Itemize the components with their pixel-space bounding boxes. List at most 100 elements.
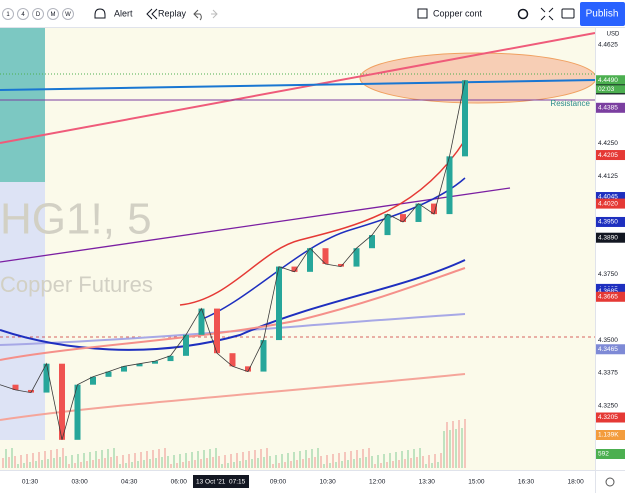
- price-line: [0, 80, 466, 440]
- price-label: 4.4250: [598, 140, 618, 147]
- time-label: 04:30: [121, 479, 138, 486]
- volume-bar: [146, 451, 148, 468]
- currency[interactable]: USD: [607, 32, 620, 38]
- volume-bar: [353, 459, 355, 468]
- interval-button[interactable]: 1: [6, 12, 10, 18]
- undo-button[interactable]: [193, 9, 202, 21]
- volume-bar: [164, 448, 166, 468]
- volume-bar: [296, 460, 298, 468]
- volume-bar: [20, 455, 22, 468]
- candle: [229, 353, 236, 367]
- volume-bar: [41, 460, 43, 468]
- volume-bar: [263, 457, 265, 468]
- price-label: 4.4125: [598, 173, 618, 180]
- moving-average: [199, 177, 466, 321]
- cursor-time: 07:15: [229, 479, 246, 486]
- publish-button[interactable]: Publish: [586, 9, 619, 20]
- candle: [369, 235, 375, 249]
- alert-button[interactable]: Alert: [114, 8, 133, 18]
- price-label: 4.4625: [598, 42, 618, 49]
- replay-icon: [146, 8, 158, 20]
- volume-bar: [101, 450, 103, 468]
- volume-bar: [191, 452, 193, 468]
- compare-checkbox[interactable]: [417, 8, 428, 19]
- interval-icon[interactable]: [17, 8, 29, 20]
- snapshot-button[interactable]: [561, 8, 575, 19]
- time-label: 12:00: [369, 479, 386, 486]
- price-label-bg: [596, 291, 625, 302]
- volume-bar: [122, 455, 124, 468]
- candle: [198, 308, 205, 335]
- volume-bar: [284, 462, 286, 468]
- interval-button[interactable]: D: [36, 12, 41, 18]
- redo-button[interactable]: [211, 9, 218, 19]
- interval-button[interactable]: M: [51, 12, 56, 18]
- volume-bar: [359, 458, 361, 468]
- cursor-label-bg: [193, 475, 249, 488]
- volume-bar: [338, 453, 340, 468]
- volume-bar: [314, 457, 316, 468]
- volume-bar: [86, 461, 88, 468]
- interval-button[interactable]: W: [65, 12, 71, 18]
- volume-bar: [290, 461, 292, 468]
- volume-bar: [203, 450, 205, 468]
- volume-bar: [143, 460, 145, 468]
- replay-button[interactable]: Replay: [158, 8, 187, 18]
- interval-icon[interactable]: [2, 8, 14, 20]
- volume-bar: [389, 453, 391, 468]
- volume-bar: [62, 448, 64, 468]
- price-label: 4.3685: [598, 288, 618, 295]
- interval-icon[interactable]: [32, 8, 44, 20]
- volume-bar: [149, 459, 151, 468]
- price-label: 4.3465: [598, 346, 618, 353]
- time-label: 09:00: [270, 479, 287, 486]
- volume-bar: [458, 420, 460, 468]
- watermark-name: Copper Futures: [0, 272, 153, 297]
- volume-bar: [47, 459, 49, 468]
- volume-bar: [251, 459, 253, 468]
- compare-symbol[interactable]: Copper cont: [433, 8, 483, 18]
- volume-bar: [170, 464, 172, 468]
- volume-bar: [173, 455, 175, 468]
- volume-bar: [332, 454, 334, 468]
- volume-bar: [248, 451, 250, 468]
- volume-bar: [461, 428, 463, 468]
- price-label: 4.3665: [598, 293, 618, 300]
- volume-bar: [416, 457, 418, 468]
- moving-average: [0, 259, 466, 351]
- volume-bar: [320, 456, 322, 468]
- volume-bar: [107, 449, 109, 468]
- candle: [12, 384, 19, 390]
- volume-bar: [362, 449, 364, 468]
- volume-bar: [197, 451, 199, 468]
- volume-bar: [29, 462, 31, 468]
- volume-bar: [14, 456, 16, 468]
- price-label-bg: [596, 344, 625, 355]
- volume-bar: [140, 452, 142, 468]
- volume-bar: [53, 458, 55, 468]
- volume-bar: [50, 450, 52, 468]
- interval-icon[interactable]: [47, 8, 59, 20]
- volume-bar: [287, 453, 289, 468]
- volume-bar: [110, 457, 112, 468]
- settings-button[interactable]: [517, 8, 529, 20]
- volume-bar: [374, 464, 376, 468]
- volume-bar: [200, 459, 202, 468]
- interval-button[interactable]: 4: [21, 12, 25, 18]
- price-label-bg: [596, 192, 625, 203]
- volume-bar: [8, 457, 10, 468]
- fullscreen-button[interactable]: [540, 7, 554, 21]
- alert-icon: [94, 8, 106, 19]
- volume-label-bg: [596, 430, 625, 440]
- volume-bar: [68, 464, 70, 468]
- volume-bar: [221, 464, 223, 468]
- axis-settings[interactable]: [605, 477, 615, 487]
- interval-icon[interactable]: [62, 8, 74, 20]
- volume-bar: [434, 454, 436, 468]
- volume-bar: [272, 464, 274, 468]
- volume-bar: [323, 464, 325, 468]
- publish-button-bg[interactable]: [580, 2, 625, 26]
- volume-bar: [59, 457, 61, 468]
- volume-bar: [335, 462, 337, 468]
